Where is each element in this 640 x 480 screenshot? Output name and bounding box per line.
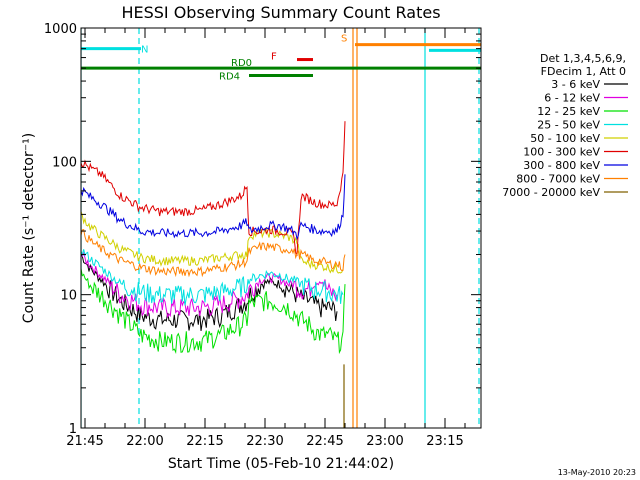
state-bar-label-rd0: RD0 [231, 58, 252, 69]
state-bar-label-f: F [271, 52, 277, 63]
state-bar-label-rd4: RD4 [219, 72, 240, 83]
x-tick-label: 22:00 [126, 434, 163, 449]
x-tick-label: 21:45 [66, 434, 103, 449]
series-line-5 [81, 121, 346, 257]
legend-entry: 50 - 100 keV [530, 132, 600, 145]
axis-ticks: 1 10 100 1000 21:45 22:00 22:15 22:30 22:45 23:00… [44, 22, 481, 449]
x-tick-label: 22:45 [306, 434, 343, 449]
legend-header: Det 1,3,4,5,6,9, [540, 52, 626, 65]
series-line-3 [81, 249, 344, 306]
y-tick-label: 10 [60, 289, 77, 304]
legend-entry: 25 - 50 keV [537, 119, 600, 132]
y-tick-label: 1000 [44, 22, 77, 37]
legend-entry: 7000 - 20000 keV [502, 186, 600, 199]
x-tick-label: 23:00 [366, 434, 403, 449]
legend-entry: 3 - 6 keV [551, 78, 600, 91]
legend-entry: 12 - 25 keV [537, 105, 600, 118]
legend-header: FDecim 1, Att 0 [541, 65, 626, 78]
series-line-7 [81, 229, 346, 278]
footer-timestamp: 13-May-2010 20:23 [558, 468, 636, 477]
series-line-2 [81, 268, 346, 355]
legend-entry: 800 - 7000 keV [516, 173, 600, 186]
plot-frame [80, 27, 482, 429]
chart-title: HESSI Observing Summary Count Rates [121, 3, 440, 22]
y-tick-label: 100 [52, 155, 77, 170]
series-line-6 [81, 174, 346, 241]
legend-entry: 100 - 300 keV [523, 146, 600, 159]
y-tick-label: 1 [69, 422, 77, 437]
state-bar-label-s: S [341, 34, 347, 45]
legend-entry: 6 - 12 keV [544, 92, 600, 105]
legend-entry: 300 - 800 keV [523, 159, 600, 172]
x-axis-label: Start Time (05-Feb-10 21:44:02) [168, 456, 394, 472]
plot-area [81, 28, 481, 428]
legend: Det 1,3,4,5,6,9,FDecim 1, Att 03 - 6 keV… [502, 52, 628, 199]
series-line-1 [81, 251, 338, 319]
x-tick-label: 23:15 [426, 434, 463, 449]
state-bar-label-n: N [141, 45, 148, 56]
x-tick-label: 22:15 [186, 434, 223, 449]
x-tick-label: 22:30 [246, 434, 283, 449]
y-axis-label: Count Rate (s⁻¹ detector⁻¹) [21, 133, 37, 323]
